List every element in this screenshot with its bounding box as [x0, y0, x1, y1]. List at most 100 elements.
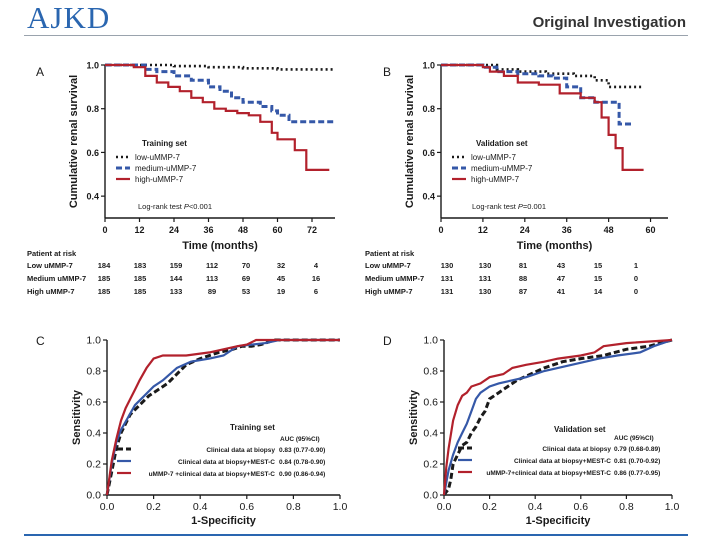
- y-tick-label: 0.4: [86, 428, 101, 440]
- y-axis-label: Sensitivity: [408, 389, 420, 445]
- risk-count: 70: [242, 261, 250, 270]
- risk-count: 47: [557, 274, 565, 283]
- chart-title: Training set: [142, 139, 187, 148]
- log-rank-value: <0.001: [189, 202, 212, 211]
- auc-value: 0.83 (0.77-0.90): [279, 447, 325, 454]
- log-rank-prefix: Log-rank test: [472, 202, 518, 211]
- y-tick-label: 0.6: [423, 397, 438, 409]
- auc-header: AUC (95%CI): [614, 435, 654, 442]
- x-axis-label: Time (months): [517, 240, 593, 252]
- risk-count: 15: [594, 274, 602, 283]
- risk-count: 131: [479, 274, 492, 283]
- legend-label: uMMP-7 +clinical data at biopsy+MEST-C: [149, 471, 276, 478]
- x-axis-label: 1-Specificity: [191, 515, 257, 527]
- x-tick-label: 36: [203, 225, 213, 235]
- chart-title: Validation set: [554, 425, 606, 434]
- risk-count: 130: [479, 261, 492, 270]
- x-tick-label: 1.0: [333, 501, 348, 513]
- chart-title: Validation set: [476, 139, 528, 148]
- auc-value: 0.90 (0.86-0.94): [279, 471, 325, 478]
- x-tick-label: 0.6: [239, 501, 254, 513]
- y-tick-label: 0.4: [86, 192, 99, 202]
- panel-letter: B: [383, 65, 391, 79]
- y-tick-label: 1.0: [422, 61, 435, 71]
- x-tick-label: 12: [478, 225, 488, 235]
- risk-count: 1: [634, 261, 638, 270]
- risk-count: 185: [134, 274, 147, 283]
- legend-label: Clinical data at biopsy: [542, 446, 611, 453]
- y-tick-label: 0.6: [422, 148, 435, 158]
- risk-count: 185: [98, 274, 111, 283]
- y-tick-label: 0.2: [86, 459, 101, 471]
- risk-table: Patient at risk Low uMMP-7 130 130 81 43 15 1 Me…: [365, 249, 638, 296]
- risk-row-label: Low uMMP-7: [365, 261, 411, 270]
- y-tick-label: 0.8: [423, 366, 438, 378]
- y-tick-label: 1.0: [423, 335, 438, 347]
- legend-label: low-uMMP-7: [135, 153, 180, 162]
- y-tick-label: 0.8: [86, 366, 101, 378]
- panel-b: B 0.4 0.6 0.8 1.0 0 12 24 36 48 60 Time (months) Cum…: [365, 61, 668, 296]
- auc-value: 0.86 (0.77-0.95): [614, 470, 660, 477]
- legend-label: Clinical data at biopsy+MEST-C: [178, 459, 275, 466]
- x-axis-label: Time (months): [182, 240, 258, 252]
- x-tick-label: 0.2: [146, 501, 161, 513]
- series-line-clinical-data-at-biopsy-mest-c: [442, 338, 673, 496]
- x-tick-label: 0.0: [100, 501, 115, 513]
- series-line-clinical-data-at-biopsy: [105, 338, 340, 496]
- panel-letter: D: [383, 334, 392, 348]
- x-tick-label: 24: [169, 225, 179, 235]
- legend-label: low-uMMP-7: [471, 153, 516, 162]
- y-tick-label: 0.6: [86, 397, 101, 409]
- risk-count: 19: [277, 287, 285, 296]
- risk-row-label: Medium uMMP-7: [365, 274, 424, 283]
- series-line-clinical-data-at-biopsy: [442, 338, 673, 496]
- series-line-high-ummp-7: [441, 63, 644, 171]
- x-tick-label: 0: [438, 225, 443, 235]
- legend-label: Clinical data at biopsy+MEST-C: [514, 458, 611, 465]
- x-tick-label: 0.4: [528, 501, 543, 513]
- legend-label: medium-uMMP-7: [135, 164, 197, 173]
- y-tick-label: 0.2: [423, 459, 438, 471]
- log-rank-value: =0.001: [523, 202, 546, 211]
- risk-table: Patient at risk Low uMMP-7 184 183 159 112 70 3…: [27, 249, 320, 296]
- y-axis-label: Sensitivity: [71, 389, 83, 445]
- y-tick-label: 0.8: [86, 104, 99, 114]
- risk-count: 15: [594, 261, 602, 270]
- x-tick-label: 36: [562, 225, 572, 235]
- series-line-medium-ummp-7: [441, 63, 634, 126]
- x-axis-label: 1-Specificity: [526, 515, 592, 527]
- risk-row-label: High uMMP-7: [27, 287, 75, 296]
- y-axis-label: Cumulative renal survival: [68, 75, 80, 208]
- risk-count: 89: [208, 287, 216, 296]
- risk-count: 53: [242, 287, 250, 296]
- section-label: Original Investigation: [532, 14, 686, 31]
- x-tick-label: 60: [272, 225, 282, 235]
- y-tick-label: 0.0: [86, 490, 101, 502]
- risk-row-label: High uMMP-7: [365, 287, 413, 296]
- y-tick-label: 0.0: [423, 490, 438, 502]
- x-tick-label: 60: [646, 225, 656, 235]
- y-tick-label: 0.6: [86, 148, 99, 158]
- journal-logo: AJKD: [27, 0, 111, 35]
- auc-header: AUC (95%CI): [280, 436, 320, 443]
- risk-table-title: Patient at risk: [27, 249, 77, 258]
- panel-d: D 0.0 0.2 0.4 0.6 0.8 1.0 0.0 0.2 0.4 0.6 0.8 1.0 1-S…: [383, 334, 679, 527]
- risk-count: 43: [557, 261, 565, 270]
- y-tick-label: 0.4: [422, 192, 435, 202]
- risk-count: 0: [634, 287, 638, 296]
- risk-count: 0: [634, 274, 638, 283]
- panel-c: C 0.0 0.2 0.4 0.6 0.8 1.0 0.0 0.2 0.4 0.6 0.8 1.0 1-S…: [36, 334, 347, 527]
- risk-count: 130: [441, 261, 454, 270]
- x-tick-label: 0.2: [482, 501, 497, 513]
- y-tick-label: 0.4: [423, 428, 438, 440]
- risk-count: 144: [170, 274, 183, 283]
- risk-count: 6: [314, 287, 318, 296]
- panel-letter: A: [36, 65, 44, 79]
- risk-count: 45: [277, 274, 285, 283]
- x-tick-label: 72: [307, 225, 317, 235]
- x-tick-label: 1.0: [665, 501, 680, 513]
- risk-count: 185: [134, 287, 147, 296]
- log-rank-p: P: [518, 202, 523, 211]
- risk-row-label: Medium uMMP-7: [27, 274, 86, 283]
